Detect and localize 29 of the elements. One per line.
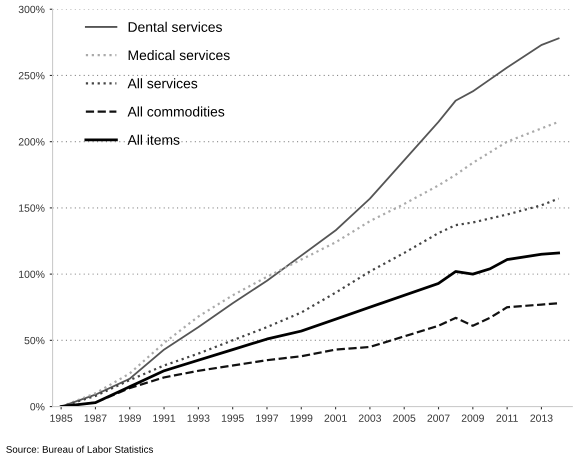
y-tick-label: 200% [18, 138, 45, 146]
source-note: Source: Bureau of Labor Statistics [6, 446, 154, 453]
x-tick-label: 1995 [222, 414, 244, 422]
y-tick-label: 300% [18, 6, 45, 14]
x-tick-label: 2003 [358, 414, 382, 422]
legend-label: Medical services [128, 50, 230, 60]
x-tick-label: 2005 [393, 414, 416, 422]
x-tick-label: 2007 [427, 414, 450, 422]
y-tick-label: 250% [18, 72, 45, 80]
x-tick-label: 1997 [256, 414, 278, 422]
legend-label: All items [128, 134, 180, 145]
y-tick-label: 0% [30, 403, 45, 410]
x-tick-label: 1985 [50, 414, 72, 422]
legend-label: All services [128, 78, 198, 88]
x-tick-label: 1987 [84, 414, 107, 422]
legend-label: All commodities [128, 106, 224, 117]
y-tick-label: 100% [19, 270, 45, 278]
x-tick-label: 1993 [188, 414, 210, 422]
line-series [60, 252, 560, 407]
x-tick-label: 1989 [118, 414, 141, 422]
x-tick-label: 2011 [496, 414, 518, 422]
legend-label: Dental services [128, 22, 222, 32]
x-tick-label: 1999 [290, 414, 312, 422]
y-tick-label: 50% [24, 336, 45, 344]
x-tick-label: 2001 [324, 414, 347, 422]
x-tick-label: 2009 [462, 414, 484, 422]
y-tick-label: 150% [19, 204, 45, 212]
x-tick-label: 2013 [530, 414, 553, 422]
x-tick-label: 1991 [153, 414, 176, 422]
